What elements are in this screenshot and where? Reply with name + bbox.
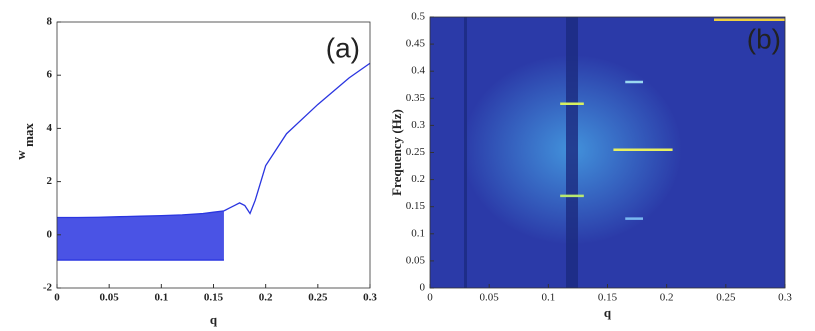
x-tick-label: 0.1 xyxy=(541,292,555,304)
y-tick-label: 0 xyxy=(47,228,53,240)
chaotic-band xyxy=(57,210,224,261)
y-tick-label: 0.15 xyxy=(406,200,426,212)
y-tick-label: 0.05 xyxy=(406,254,426,266)
x-tick-label: 0.25 xyxy=(308,292,328,304)
y-axis-label: Frequency (Hz) xyxy=(389,109,404,196)
x-axis-label: q xyxy=(604,305,612,320)
x-tick-label: 0.1 xyxy=(154,292,168,304)
y-tick-label: 0.1 xyxy=(411,227,425,239)
x-tick-label: 0.05 xyxy=(480,292,500,304)
x-axis-label: q xyxy=(210,312,218,327)
y-tick-label: 0.2 xyxy=(411,173,425,185)
y-axis-label: w xyxy=(13,150,28,160)
x-tick-label: 0.2 xyxy=(660,292,674,304)
dark-band xyxy=(566,17,578,288)
y-tick-label: 0.4 xyxy=(411,65,425,77)
series-line xyxy=(57,210,225,219)
x-tick-label: 0.15 xyxy=(598,292,618,304)
annotation: (a) xyxy=(326,32,360,63)
y-tick-label: 0 xyxy=(420,282,426,294)
y-tick-label: 0.25 xyxy=(406,146,426,158)
y-axis-label-subscript: max xyxy=(21,123,36,147)
x-tick-label: 0.05 xyxy=(100,292,120,304)
y-tick-label: 0.45 xyxy=(406,38,426,50)
y-tick-label: -2 xyxy=(43,282,53,294)
x-tick-label: 0.15 xyxy=(204,292,224,304)
y-tick-label: 4 xyxy=(47,122,53,134)
y-tick-label: 0.35 xyxy=(406,92,426,104)
x-tick-label: 0 xyxy=(54,292,60,304)
dark-band xyxy=(464,17,467,288)
annotation: (b) xyxy=(747,23,781,54)
x-tick-label: 0.3 xyxy=(778,292,792,304)
y-tick-label: 8 xyxy=(47,16,53,28)
series-line xyxy=(223,62,371,215)
x-tick-label: 0.25 xyxy=(716,292,736,304)
y-tick-label: 0.5 xyxy=(411,11,425,23)
x-tick-label: 0 xyxy=(427,292,433,304)
x-tick-label: 0.3 xyxy=(363,292,377,304)
y-tick-label: 2 xyxy=(47,175,53,187)
y-tick-label: 6 xyxy=(47,69,53,81)
x-tick-label: 0.2 xyxy=(259,292,273,304)
y-tick-label: 0.3 xyxy=(411,119,425,131)
